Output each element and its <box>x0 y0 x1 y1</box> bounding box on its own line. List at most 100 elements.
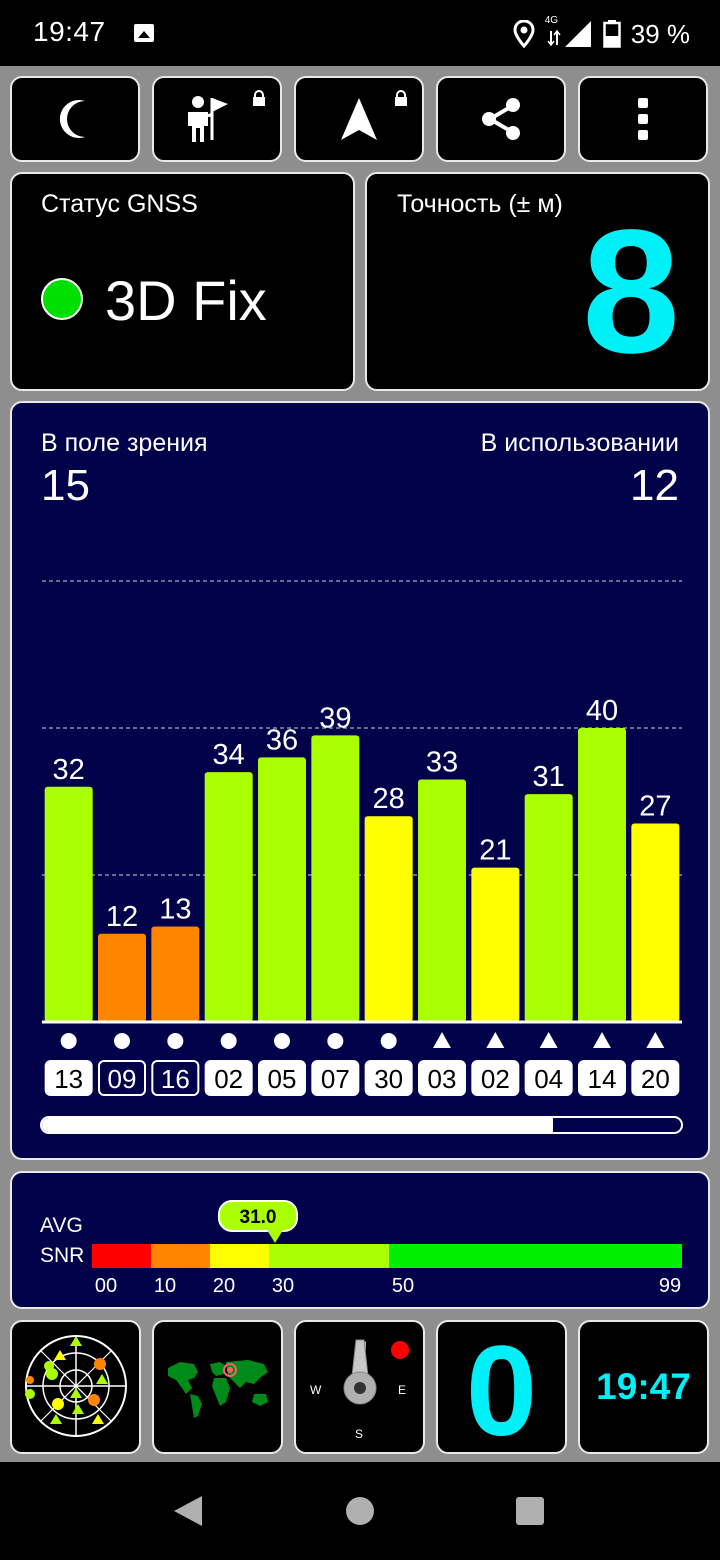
moon-icon <box>59 100 85 138</box>
prn-box <box>258 1060 306 1096</box>
snr-bar <box>151 926 200 1022</box>
snr-value-label: 39 <box>319 702 351 734</box>
status-time: 19:47 <box>33 16 106 47</box>
tourist-mode-button[interactable] <box>152 76 282 162</box>
back-icon[interactable] <box>170 1493 206 1529</box>
avg-snr-panel[interactable]: AVG SNR 00 10 20 30 50 99 31.0 <box>10 1171 710 1309</box>
home-icon[interactable] <box>344 1495 376 1527</box>
sky-radar-tile[interactable] <box>10 1320 141 1454</box>
avg-snr-value: 31.0 <box>240 1207 277 1228</box>
snr-scale-tick: 30 <box>272 1275 294 1297</box>
snr-scale-segment <box>151 1244 210 1268</box>
speed-value: 0 <box>465 1320 538 1463</box>
snr-scale-tick: 99 <box>659 1275 681 1297</box>
lock-icon <box>253 90 265 106</box>
snr-value-label: 32 <box>53 754 85 786</box>
sky-radar-icon <box>25 1335 127 1437</box>
satellites-panel[interactable]: В поле зрения 15 В использовании 12 32 13… <box>10 401 710 1160</box>
fix-indicator-dot <box>41 278 83 320</box>
prn-label: 20 <box>641 1064 670 1094</box>
prn-box <box>418 1060 466 1096</box>
recents-icon[interactable] <box>514 1495 546 1527</box>
navigation-button[interactable] <box>294 76 424 162</box>
glonass-marker-icon <box>433 1032 451 1048</box>
more-menu-button[interactable] <box>578 76 708 162</box>
snr-bar <box>418 779 466 1022</box>
gps-marker-icon <box>60 1033 77 1049</box>
snr-value-label: 40 <box>586 695 618 727</box>
gps-marker-icon <box>114 1033 130 1049</box>
avg-snr-scale: 00 10 20 30 50 99 31.0 <box>92 1200 682 1297</box>
lock-icon <box>395 90 407 106</box>
in-view-count: 15 <box>41 461 90 510</box>
location-icon <box>513 20 535 48</box>
navigation-bar <box>0 1462 720 1560</box>
accuracy-label: Точность (± м) <box>397 190 563 218</box>
prn-label: 02 <box>481 1064 510 1094</box>
snr-scale-tick: 20 <box>213 1275 235 1297</box>
snr-value-label: 31 <box>533 761 565 793</box>
accuracy-panel[interactable]: Точность (± м) 8 <box>365 172 710 391</box>
snr-bar <box>631 823 680 1022</box>
glonass-marker-icon <box>646 1032 665 1048</box>
signal-icon: 4G <box>545 15 593 49</box>
night-mode-button[interactable] <box>10 76 140 162</box>
prn-label: 07 <box>321 1064 350 1094</box>
clock-tile[interactable]: 19:47 <box>578 1320 709 1454</box>
image-icon <box>134 24 154 42</box>
snr-scale-tick: 00 <box>95 1275 117 1297</box>
prn-label: 05 <box>268 1064 297 1094</box>
gps-marker-icon <box>167 1033 184 1049</box>
prn-label: 16 <box>161 1064 190 1094</box>
prn-label: 04 <box>534 1064 563 1094</box>
share-button[interactable] <box>436 76 566 162</box>
prn-box <box>311 1060 360 1096</box>
network-type: 4G <box>544 15 559 26</box>
satellite-progress-bar <box>40 1116 683 1134</box>
prn-box <box>631 1060 680 1096</box>
snr-bar <box>471 867 520 1022</box>
prn-box <box>44 1060 93 1096</box>
compass-tile[interactable]: N E S W <box>294 1320 425 1454</box>
prn-box <box>98 1060 146 1096</box>
navigation-arrow-icon <box>341 98 377 140</box>
prn-box <box>524 1060 573 1096</box>
compass-icon: N E S W <box>310 1339 409 1441</box>
snr-bar <box>311 735 360 1022</box>
snr-value-label: 33 <box>426 746 458 778</box>
snr-value-label: 12 <box>106 901 138 933</box>
prn-box <box>151 1060 200 1096</box>
snr-scale-segment <box>210 1244 269 1268</box>
snr-bar <box>44 786 93 1022</box>
more-vertical-icon <box>638 98 648 140</box>
compass-west-label: W <box>310 1383 322 1397</box>
prn-label: 14 <box>588 1064 617 1094</box>
snr-bar <box>578 728 626 1022</box>
snr-value-label: 27 <box>639 791 671 823</box>
prn-box <box>364 1060 413 1096</box>
person-flag-icon <box>188 96 228 142</box>
speed-tile[interactable]: 0 <box>436 1320 567 1463</box>
glonass-marker-icon <box>539 1032 558 1048</box>
avg-snr-pointer <box>267 1230 283 1243</box>
in-use-count: 12 <box>630 461 679 510</box>
prn-label: 03 <box>428 1064 457 1094</box>
gnss-status-panel[interactable]: Статус GNSS 3D Fix <box>10 172 355 391</box>
clock-value: 19:47 <box>596 1366 691 1407</box>
prn-box <box>204 1060 253 1096</box>
gps-marker-icon <box>274 1033 290 1049</box>
snr-value-label: 34 <box>213 739 245 771</box>
world-map-tile[interactable] <box>152 1320 283 1454</box>
snr-bar <box>98 933 146 1022</box>
prn-label: 30 <box>374 1064 403 1094</box>
snr-bar <box>258 757 306 1022</box>
prn-label: 09 <box>108 1064 137 1094</box>
snr-bar-chart: 32 13 12 09 13 16 34 02 36 05 39 07 28 30 33 03 21 02 31 04… <box>42 580 682 1096</box>
glonass-marker-icon <box>486 1032 505 1048</box>
snr-bar <box>364 816 413 1022</box>
battery-percent: 39 % <box>630 18 690 49</box>
status-bar: 19:47 4G 39 % <box>0 0 720 66</box>
glonass-marker-icon <box>593 1032 611 1048</box>
snr-scale-segment <box>269 1244 389 1268</box>
compass-south-label: S <box>355 1427 363 1441</box>
